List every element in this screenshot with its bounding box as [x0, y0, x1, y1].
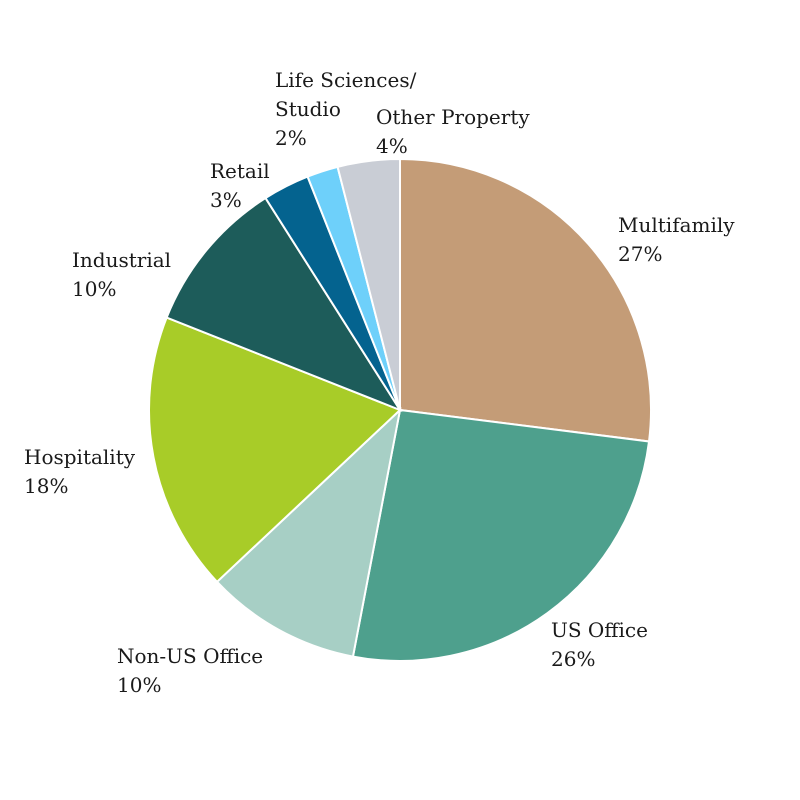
- slice-name-industrial: Industrial: [72, 248, 171, 272]
- slice-name-life-sciences-studio: Life Sciences/: [275, 68, 417, 92]
- slice-name-us-office: US Office: [551, 618, 648, 642]
- slice-percent-retail: 3%: [210, 188, 242, 212]
- slice-label-non-us-office: Non-US Office 10%: [117, 644, 263, 697]
- slice-name-hospitality: Hospitality: [24, 445, 136, 469]
- slice-label-multifamily: Multifamily 27%: [618, 213, 735, 266]
- slice-name-retail: Retail: [210, 159, 270, 183]
- slice-percent-us-office: 26%: [551, 647, 595, 671]
- slice-label-hospitality: Hospitality 18%: [24, 445, 136, 498]
- slice-name-multifamily: Multifamily: [618, 213, 735, 237]
- slice-name-non-us-office: Non-US Office: [117, 644, 263, 668]
- slice-label-other-property: Other Property 4%: [376, 105, 530, 158]
- pie-labels: Multifamily 27% US Office 26% Non-US Office 1…: [24, 68, 735, 697]
- slice-percent-hospitality: 18%: [24, 474, 68, 498]
- pie-slice-hospitality: [148, 316, 402, 584]
- slice-percent-other-property: 4%: [376, 134, 408, 158]
- slice-label-retail: Retail 3%: [210, 159, 270, 212]
- pie-slice-other-property: [336, 157, 401, 411]
- slice-name-life-sciences-studio: Studio: [275, 97, 341, 121]
- slice-label-industrial: Industrial 10%: [72, 248, 171, 301]
- pie-slice-non-us-office: [215, 407, 402, 658]
- pie-slice-industrial: [165, 196, 403, 413]
- slice-percent-non-us-office: 10%: [117, 673, 161, 697]
- slice-label-us-office: US Office 26%: [551, 618, 648, 671]
- slice-percent-multifamily: 27%: [618, 242, 662, 266]
- pie-slice-multifamily: [399, 157, 652, 443]
- slice-percent-life-sciences-studio: 2%: [275, 126, 307, 150]
- slice-percent-industrial: 10%: [72, 277, 116, 301]
- pie-slices: [148, 157, 652, 662]
- pie-slice-us-office: [351, 408, 651, 662]
- slice-name-other-property: Other Property: [376, 105, 530, 129]
- slice-label-life-sciences-studio: Life Sciences/Studio 2%: [275, 68, 417, 150]
